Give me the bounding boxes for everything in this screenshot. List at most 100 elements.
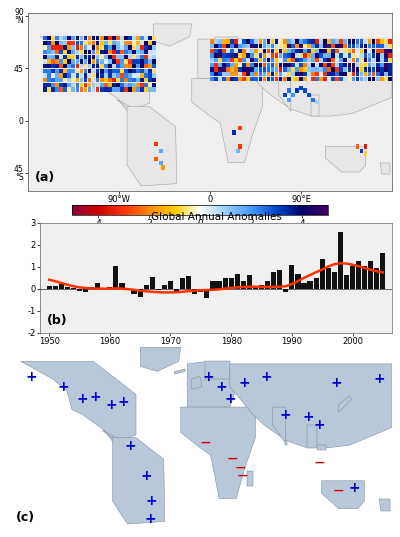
Bar: [92, 83, 96, 87]
Bar: [311, 54, 315, 57]
Bar: [380, 252, 386, 289]
Bar: [335, 54, 339, 57]
Bar: [380, 54, 384, 57]
Bar: [116, 55, 120, 59]
Bar: [47, 59, 51, 63]
Text: +: +: [280, 408, 291, 422]
Text: —: —: [314, 458, 324, 468]
Bar: [283, 58, 286, 62]
Bar: [376, 39, 380, 43]
Bar: [80, 87, 83, 91]
Bar: [92, 64, 96, 68]
Bar: [104, 83, 108, 87]
Bar: [254, 72, 258, 76]
Bar: [246, 58, 250, 62]
Bar: [104, 59, 108, 63]
Bar: [210, 49, 214, 53]
Bar: [140, 73, 144, 77]
Bar: [43, 55, 47, 59]
Bar: [340, 44, 343, 48]
Bar: [72, 36, 75, 40]
Bar: [144, 45, 148, 49]
Bar: [51, 59, 55, 63]
Bar: [63, 59, 67, 63]
Bar: [112, 64, 116, 68]
Bar: [380, 63, 384, 67]
Bar: [84, 64, 87, 68]
Bar: [335, 44, 339, 48]
Bar: [120, 45, 124, 49]
Bar: [271, 72, 274, 76]
Bar: [136, 45, 140, 49]
Bar: [76, 59, 79, 63]
Bar: [295, 39, 299, 43]
Bar: [374, 268, 380, 289]
Bar: [302, 283, 306, 289]
Bar: [265, 280, 270, 289]
Bar: [96, 36, 100, 40]
Bar: [222, 68, 226, 72]
Bar: [267, 77, 270, 81]
Bar: [128, 36, 132, 40]
Bar: [116, 59, 120, 63]
Bar: [59, 83, 63, 87]
Bar: [222, 44, 226, 48]
Bar: [132, 59, 136, 63]
Bar: [368, 49, 372, 53]
Polygon shape: [317, 445, 326, 451]
Bar: [307, 44, 311, 48]
Bar: [376, 54, 380, 57]
Bar: [331, 54, 335, 57]
Bar: [319, 39, 323, 43]
Bar: [234, 77, 238, 81]
Bar: [120, 78, 124, 82]
Bar: [144, 59, 148, 63]
Bar: [76, 78, 79, 82]
Bar: [43, 87, 47, 91]
Bar: [242, 39, 246, 43]
Bar: [234, 44, 238, 48]
Bar: [132, 78, 136, 82]
Bar: [68, 59, 71, 63]
Bar: [132, 64, 136, 68]
Bar: [152, 69, 156, 73]
Bar: [388, 72, 392, 76]
Bar: [340, 49, 343, 53]
Bar: [344, 274, 349, 289]
Bar: [150, 278, 155, 289]
Bar: [88, 55, 91, 59]
Bar: [364, 63, 368, 67]
Bar: [295, 63, 299, 67]
Bar: [59, 36, 63, 40]
Bar: [68, 41, 71, 45]
Bar: [76, 50, 79, 54]
Bar: [380, 68, 384, 72]
Text: +: +: [141, 469, 152, 483]
Bar: [323, 39, 327, 43]
Bar: [59, 87, 63, 91]
Bar: [204, 289, 210, 298]
Bar: [108, 55, 112, 59]
Bar: [299, 39, 303, 43]
Bar: [234, 63, 238, 67]
Bar: [262, 44, 266, 48]
Bar: [295, 49, 299, 53]
Bar: [214, 58, 218, 62]
Bar: [380, 77, 384, 81]
Bar: [242, 58, 246, 62]
Bar: [364, 68, 368, 72]
Polygon shape: [279, 79, 291, 111]
Bar: [84, 41, 87, 45]
Bar: [152, 55, 156, 59]
Bar: [152, 73, 156, 77]
Bar: [350, 266, 355, 289]
Bar: [254, 49, 258, 53]
Bar: [250, 72, 254, 76]
Bar: [360, 72, 363, 76]
Text: —: —: [236, 463, 246, 473]
Bar: [315, 100, 319, 104]
Bar: [352, 68, 355, 72]
Bar: [271, 63, 274, 67]
Bar: [116, 69, 120, 73]
Text: +: +: [216, 380, 227, 394]
